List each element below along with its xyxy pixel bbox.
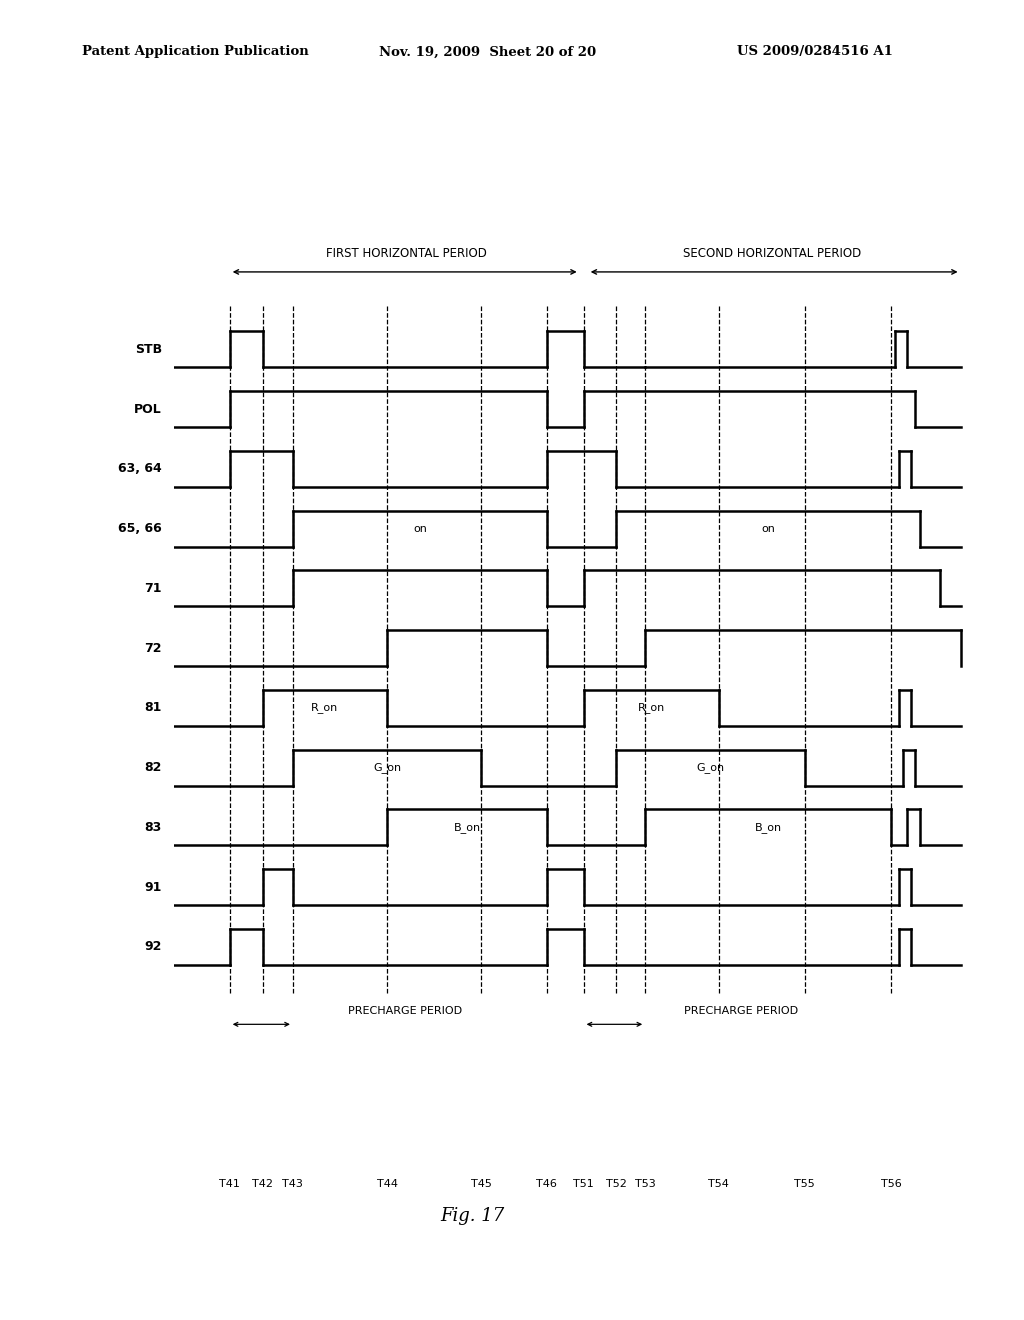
Text: T54: T54 (709, 1179, 729, 1189)
Text: G_on: G_on (696, 762, 725, 774)
Text: B_on: B_on (755, 822, 781, 833)
Text: T52: T52 (606, 1179, 627, 1189)
Text: T53: T53 (635, 1179, 655, 1189)
Text: 82: 82 (144, 762, 162, 774)
Text: B_on: B_on (454, 822, 480, 833)
Text: 83: 83 (144, 821, 162, 834)
Text: 63, 64: 63, 64 (118, 462, 162, 475)
Text: POL: POL (134, 403, 162, 416)
Text: FIRST HORIZONTAL PERIOD: FIRST HORIZONTAL PERIOD (327, 247, 487, 260)
Text: PRECHARGE PERIOD: PRECHARGE PERIOD (684, 1006, 799, 1016)
Text: 72: 72 (144, 642, 162, 655)
Text: T56: T56 (881, 1179, 901, 1189)
Text: SECOND HORIZONTAL PERIOD: SECOND HORIZONTAL PERIOD (683, 247, 861, 260)
Text: T42: T42 (252, 1179, 273, 1189)
Text: PRECHARGE PERIOD: PRECHARGE PERIOD (347, 1006, 462, 1016)
Text: T41: T41 (219, 1179, 241, 1189)
Text: R_on: R_on (311, 702, 339, 713)
Text: R_on: R_on (638, 702, 665, 713)
Text: on: on (413, 524, 427, 533)
Text: T45: T45 (471, 1179, 492, 1189)
Text: Nov. 19, 2009  Sheet 20 of 20: Nov. 19, 2009 Sheet 20 of 20 (379, 45, 596, 58)
Text: 92: 92 (144, 940, 162, 953)
Text: T44: T44 (377, 1179, 397, 1189)
Text: T51: T51 (573, 1179, 594, 1189)
Text: 81: 81 (144, 701, 162, 714)
Text: G_on: G_on (373, 762, 401, 774)
Text: on: on (761, 524, 775, 533)
Text: Fig. 17: Fig. 17 (440, 1206, 505, 1225)
Text: 65, 66: 65, 66 (118, 523, 162, 535)
Text: 91: 91 (144, 880, 162, 894)
Text: STB: STB (135, 343, 162, 356)
Text: T55: T55 (795, 1179, 815, 1189)
Text: T46: T46 (537, 1179, 557, 1189)
Text: T43: T43 (283, 1179, 303, 1189)
Text: US 2009/0284516 A1: US 2009/0284516 A1 (737, 45, 893, 58)
Text: Patent Application Publication: Patent Application Publication (82, 45, 308, 58)
Text: 71: 71 (144, 582, 162, 595)
